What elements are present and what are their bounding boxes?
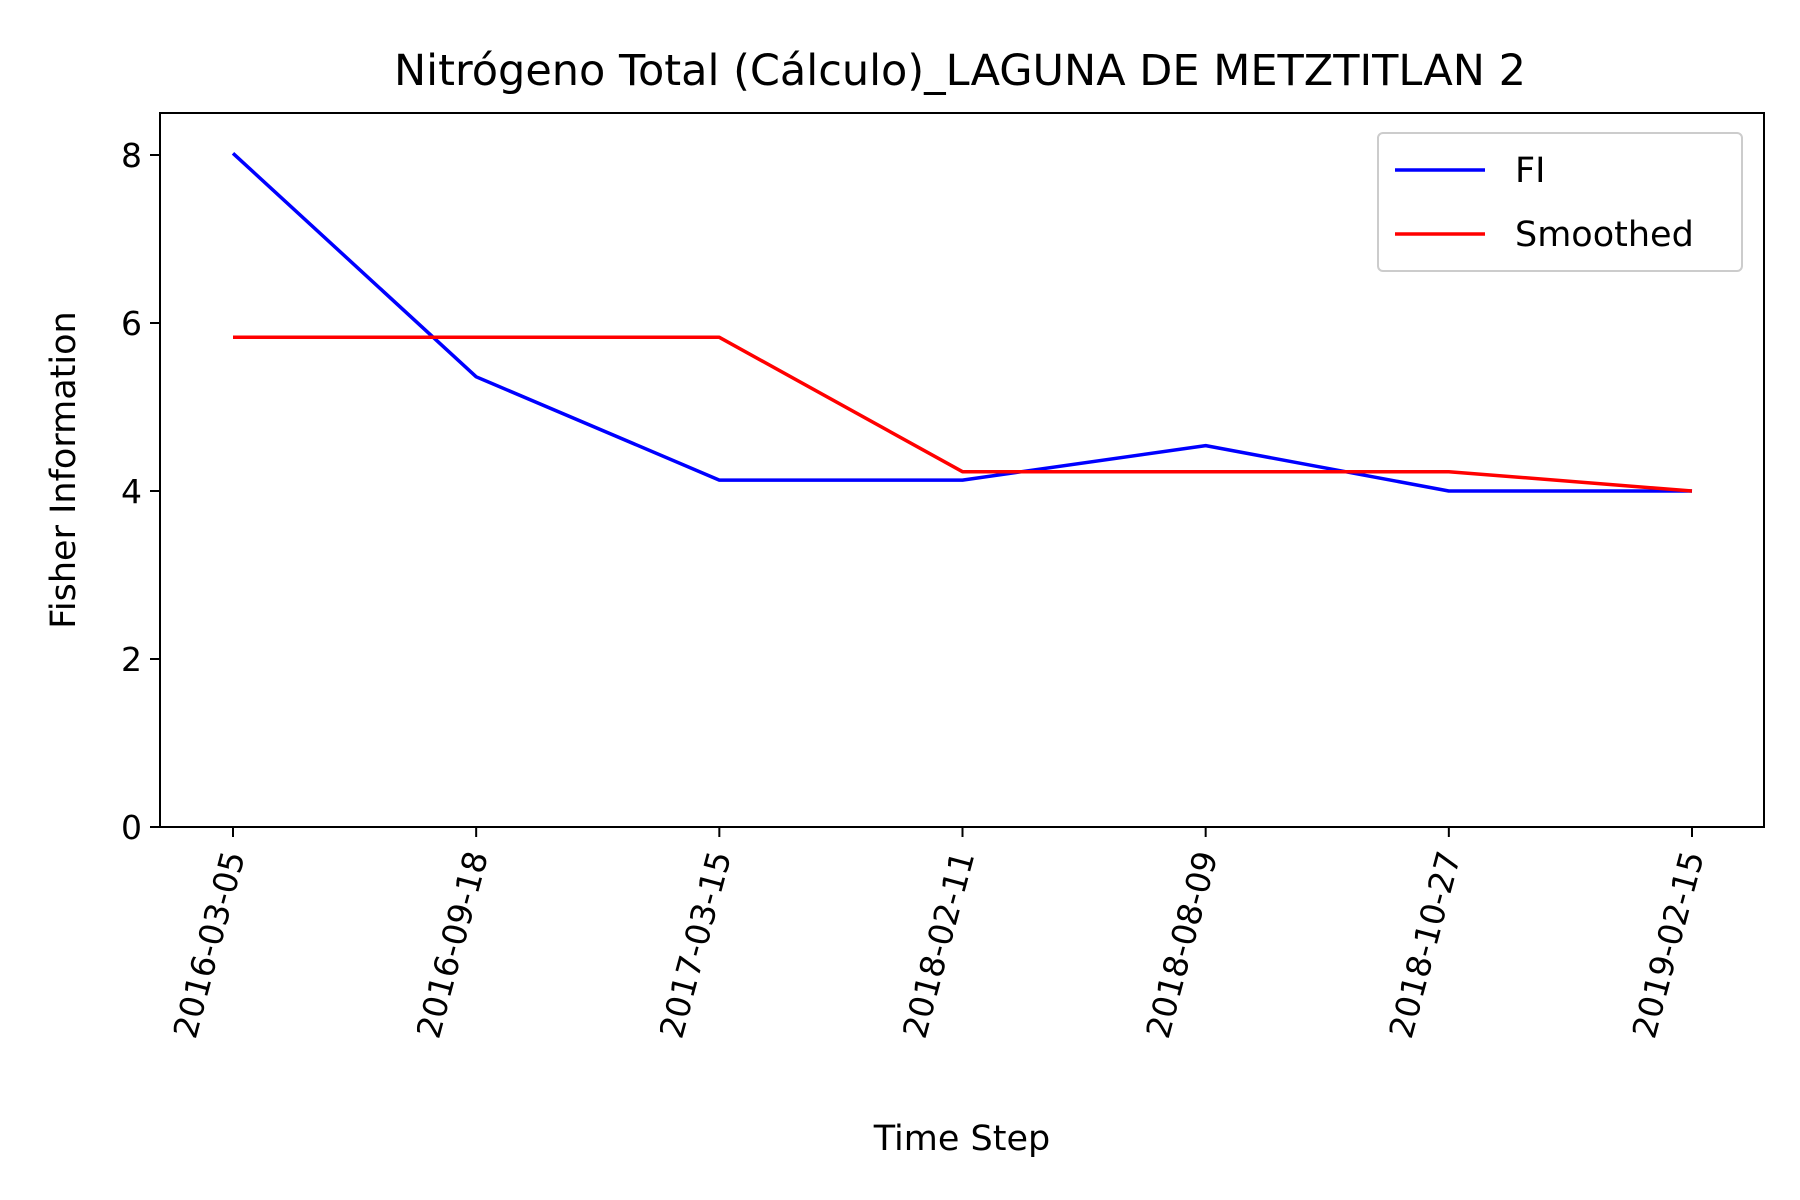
legend-label-smoothed: Smoothed [1515, 215, 1694, 255]
x-tick-label: 2016-09-18 [409, 847, 496, 1042]
chart-title: Nitrógeno Total (Cálculo)_LAGUNA DE METZ… [394, 46, 1526, 96]
series-line-smoothed [233, 335, 1693, 493]
series-line-fi [231, 152, 1692, 493]
y-tick-label: 4 [121, 472, 142, 511]
x-tick-label: 2018-02-11 [895, 847, 982, 1042]
x-tick-label: 2018-10-27 [1381, 847, 1468, 1042]
legend-label-fi: FI [1515, 151, 1545, 191]
legend: FI Smoothed [1377, 132, 1743, 272]
y-axis: 0 2 4 6 8 [121, 136, 160, 847]
y-tick-label: 6 [121, 304, 142, 343]
x-tick-label: 2018-08-09 [1138, 847, 1225, 1042]
y-tick-label: 8 [121, 136, 142, 175]
x-axis: 2016-03-05 2016-09-18 2017-03-15 2018-02-11… [165, 827, 1712, 1042]
y-tick-label: 2 [121, 640, 142, 679]
x-axis-label: Time Step [873, 1119, 1050, 1159]
x-tick-label: 2019-02-15 [1624, 847, 1711, 1042]
y-axis-label: Fisher Information [44, 311, 84, 628]
x-tick-label: 2017-03-15 [652, 847, 739, 1042]
x-tick-label: 2016-03-05 [165, 847, 252, 1042]
y-tick-label: 0 [121, 808, 142, 847]
series-layer [231, 152, 1693, 493]
legend-box [1377, 132, 1743, 272]
